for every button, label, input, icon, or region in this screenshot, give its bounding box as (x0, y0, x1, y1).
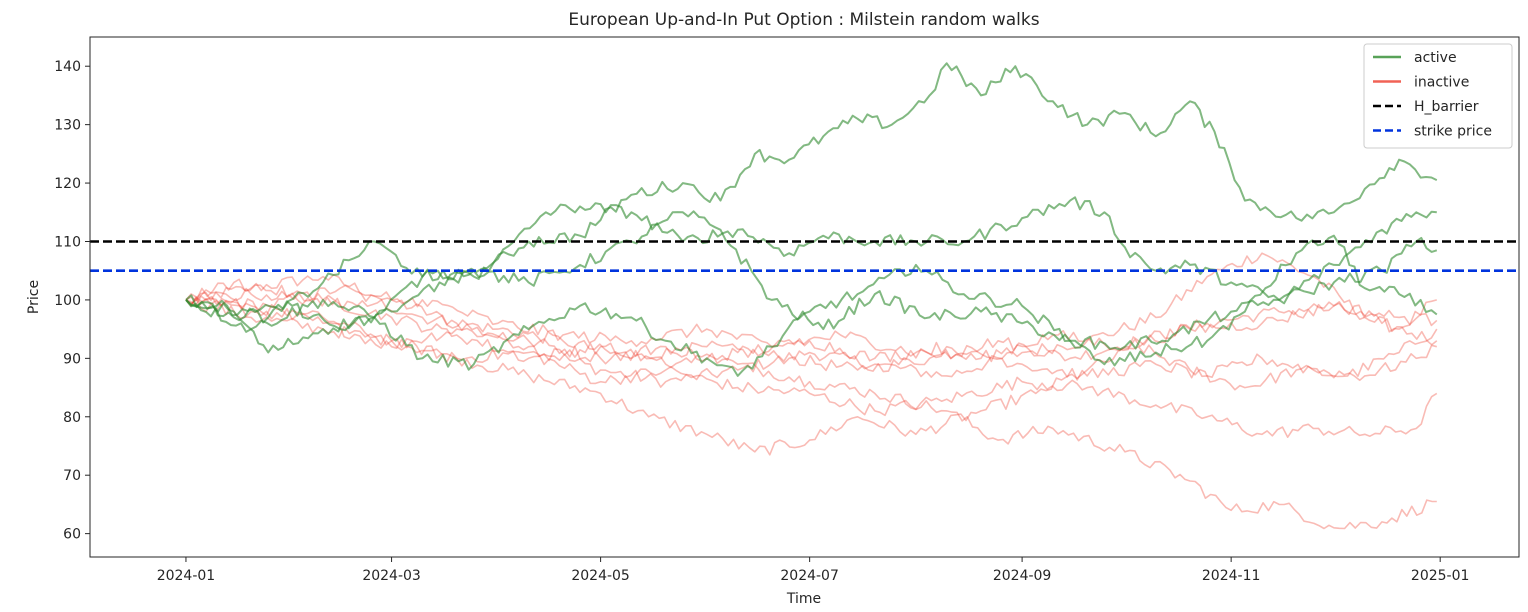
x-tick-label: 2025-01 (1411, 568, 1470, 584)
inactive-path-line (185, 252, 1438, 388)
inactive-path-line (185, 287, 1438, 382)
y-tick-label: 110 (54, 234, 81, 250)
x-tick-label: 2024-01 (157, 568, 216, 584)
y-tick-label: 100 (54, 293, 81, 309)
x-axis: 2024-01 2024-03 2024-05 2024-07 2024-09 2024-… (157, 557, 1470, 584)
inactive-path-line (185, 278, 1438, 363)
active-path-line (185, 210, 1438, 367)
x-tick-label: 2024-09 (993, 568, 1052, 584)
inactive-path-line (185, 296, 1437, 530)
y-tick-label: 90 (63, 351, 81, 367)
x-tick-label: 2024-05 (571, 568, 630, 584)
y-tick-label: 130 (54, 118, 81, 134)
series-layer (185, 62, 1438, 530)
y-tick-label: 140 (54, 59, 81, 75)
y-tick-label: 70 (63, 468, 81, 484)
legend-label: H_barrier (1414, 99, 1479, 115)
y-tick-label: 80 (63, 410, 81, 426)
active-path-line (185, 62, 1438, 324)
chart-title: European Up-and-In Put Option : Milstein… (568, 10, 1039, 30)
legend-label: strike price (1414, 124, 1492, 140)
y-axis: 60 70 80 90 100 110 120 130 140 (54, 59, 90, 543)
y-axis-label: Price (26, 280, 42, 314)
x-tick-label: 2024-03 (362, 568, 421, 584)
y-tick-label: 60 (63, 527, 81, 543)
x-tick-label: 2024-07 (780, 568, 839, 584)
inactive-path-line (185, 295, 1438, 439)
legend-label: inactive (1414, 75, 1469, 91)
x-axis-label: Time (786, 591, 821, 607)
y-tick-label: 120 (54, 176, 81, 192)
legend-box (1363, 43, 1513, 149)
hline-layer (90, 240, 1519, 273)
x-tick-label: 2024-11 (1202, 568, 1261, 584)
inactive-path-line (185, 297, 1438, 456)
plot-frame (89, 36, 1520, 558)
legend-label: active (1414, 50, 1457, 66)
